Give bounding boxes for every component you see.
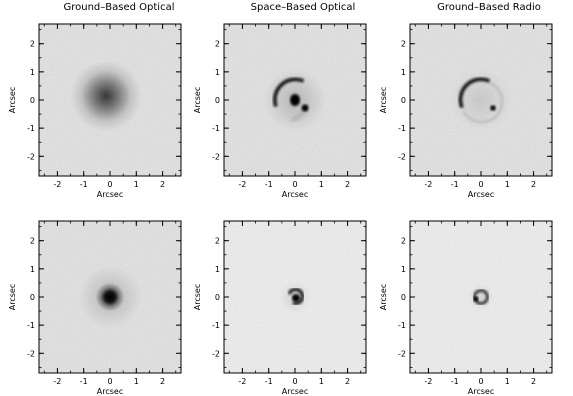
x-tick-label: 0 (107, 180, 112, 189)
y-axis-label: Arcsec (379, 87, 388, 113)
x-tick-label: -2 (53, 377, 61, 386)
y-tick-label: 1 (215, 265, 220, 274)
radio-arc (458, 77, 490, 108)
x-axis-label: Arcsec (97, 387, 123, 396)
x-tick-label: 2 (345, 180, 350, 189)
y-tick-label: 2 (215, 237, 220, 246)
panel-diffuse-blurred-lens: -2 -1 0 1 2 2 1 0 -1 -2 Arcsec Arcsec (8, 23, 182, 199)
x-tick-label: 1 (134, 377, 139, 386)
x-tick-label: 0 (478, 180, 483, 189)
x-axis-label: Arcsec (468, 190, 494, 199)
y-tick-label: 1 (30, 68, 35, 77)
panel-einstein-arc-with-galaxy: -2 -1 0 1 2 2 1 0 -1 -2 Arcsec Arcsec (193, 23, 367, 199)
y-tick-label: 0 (215, 96, 220, 105)
y-tick-label: -1 (27, 321, 35, 330)
panel-compact-blurred-source: -2 -1 0 1 2 2 1 0 -1 -2 Arcsec Arcsec (8, 220, 182, 396)
y-axis-label: Arcsec (8, 284, 17, 310)
panel-sharp-compact-source: -2 -1 0 1 2 2 1 0 -1 -2 Arcsec Arcsec (193, 220, 367, 396)
title-ground-radio: Ground–Based Radio (437, 2, 541, 13)
x-tick-label: -1 (80, 180, 88, 189)
y-tick-label: 0 (30, 96, 35, 105)
x-tick-label: 2 (160, 180, 165, 189)
y-tick-label: -2 (27, 349, 35, 358)
x-tick-label: -2 (238, 180, 246, 189)
y-tick-label: 0 (401, 293, 406, 302)
x-tick-label: 1 (319, 180, 324, 189)
y-tick-label: 2 (30, 40, 35, 49)
x-tick-label: -2 (238, 377, 246, 386)
x-tick-label: 0 (478, 377, 483, 386)
x-tick-label: -2 (424, 180, 432, 189)
x-axis-label: Arcsec (282, 190, 308, 199)
y-tick-label: -1 (398, 124, 406, 133)
y-tick-label: 2 (30, 237, 35, 246)
y-tick-label: -2 (212, 152, 220, 161)
y-tick-label: 1 (30, 265, 35, 274)
y-tick-label: -1 (27, 124, 35, 133)
diffuse-blob (70, 60, 142, 132)
x-tick-label: -1 (265, 377, 273, 386)
x-tick-label: -2 (424, 377, 432, 386)
x-axis-label: Arcsec (468, 387, 494, 396)
radio-counter-image (490, 105, 496, 111)
y-axis-label: Arcsec (193, 87, 202, 113)
y-tick-label: -1 (212, 124, 220, 133)
y-axis-label: Arcsec (193, 284, 202, 310)
compact-source (292, 294, 300, 302)
counter-image (301, 104, 309, 112)
x-axis-label: Arcsec (97, 190, 123, 199)
y-tick-label: 2 (215, 40, 220, 49)
y-tick-label: 0 (30, 293, 35, 302)
panel-radio-einstein-ring: -2 -1 0 1 2 2 1 0 -1 -2 Arcsec Arcsec (379, 23, 553, 199)
x-tick-label: -1 (451, 377, 459, 386)
y-tick-label: 1 (401, 68, 406, 77)
y-tick-label: 2 (401, 40, 406, 49)
y-tick-label: 0 (401, 96, 406, 105)
y-tick-label: 0 (215, 293, 220, 302)
x-tick-label: -1 (451, 180, 459, 189)
x-tick-label: 1 (505, 377, 510, 386)
x-tick-label: -1 (265, 180, 273, 189)
y-tick-label: 1 (401, 265, 406, 274)
x-tick-label: 2 (160, 377, 165, 386)
y-tick-label: -2 (212, 349, 220, 358)
y-tick-label: -1 (398, 321, 406, 330)
y-axis-label: Arcsec (8, 87, 17, 113)
panel-small-radio-ring: -2 -1 0 1 2 2 1 0 -1 -2 Arcsec Arcsec (379, 220, 553, 396)
x-tick-label: 1 (505, 180, 510, 189)
y-axis-label: Arcsec (379, 284, 388, 310)
x-tick-label: 0 (292, 180, 297, 189)
title-ground-optical: Ground–Based Optical (63, 2, 175, 13)
y-tick-label: -2 (27, 152, 35, 161)
y-tick-label: -2 (398, 349, 406, 358)
lens-galaxy (290, 94, 300, 106)
x-tick-label: 1 (319, 377, 324, 386)
x-tick-label: 2 (531, 377, 536, 386)
y-tick-label: 1 (215, 68, 220, 77)
x-axis-label: Arcsec (282, 387, 308, 396)
x-tick-label: 1 (134, 180, 139, 189)
x-tick-label: 0 (107, 377, 112, 386)
y-tick-label: -1 (212, 321, 220, 330)
x-tick-label: -2 (53, 180, 61, 189)
x-tick-label: 2 (531, 180, 536, 189)
title-space-optical: Space–Based Optical (250, 2, 356, 13)
compact-blob (95, 282, 125, 312)
lensed-arc (273, 77, 304, 107)
x-tick-label: 0 (292, 377, 297, 386)
x-tick-label: 2 (345, 377, 350, 386)
x-tick-label: -1 (80, 377, 88, 386)
y-tick-label: 2 (401, 237, 406, 246)
y-tick-label: -2 (398, 152, 406, 161)
